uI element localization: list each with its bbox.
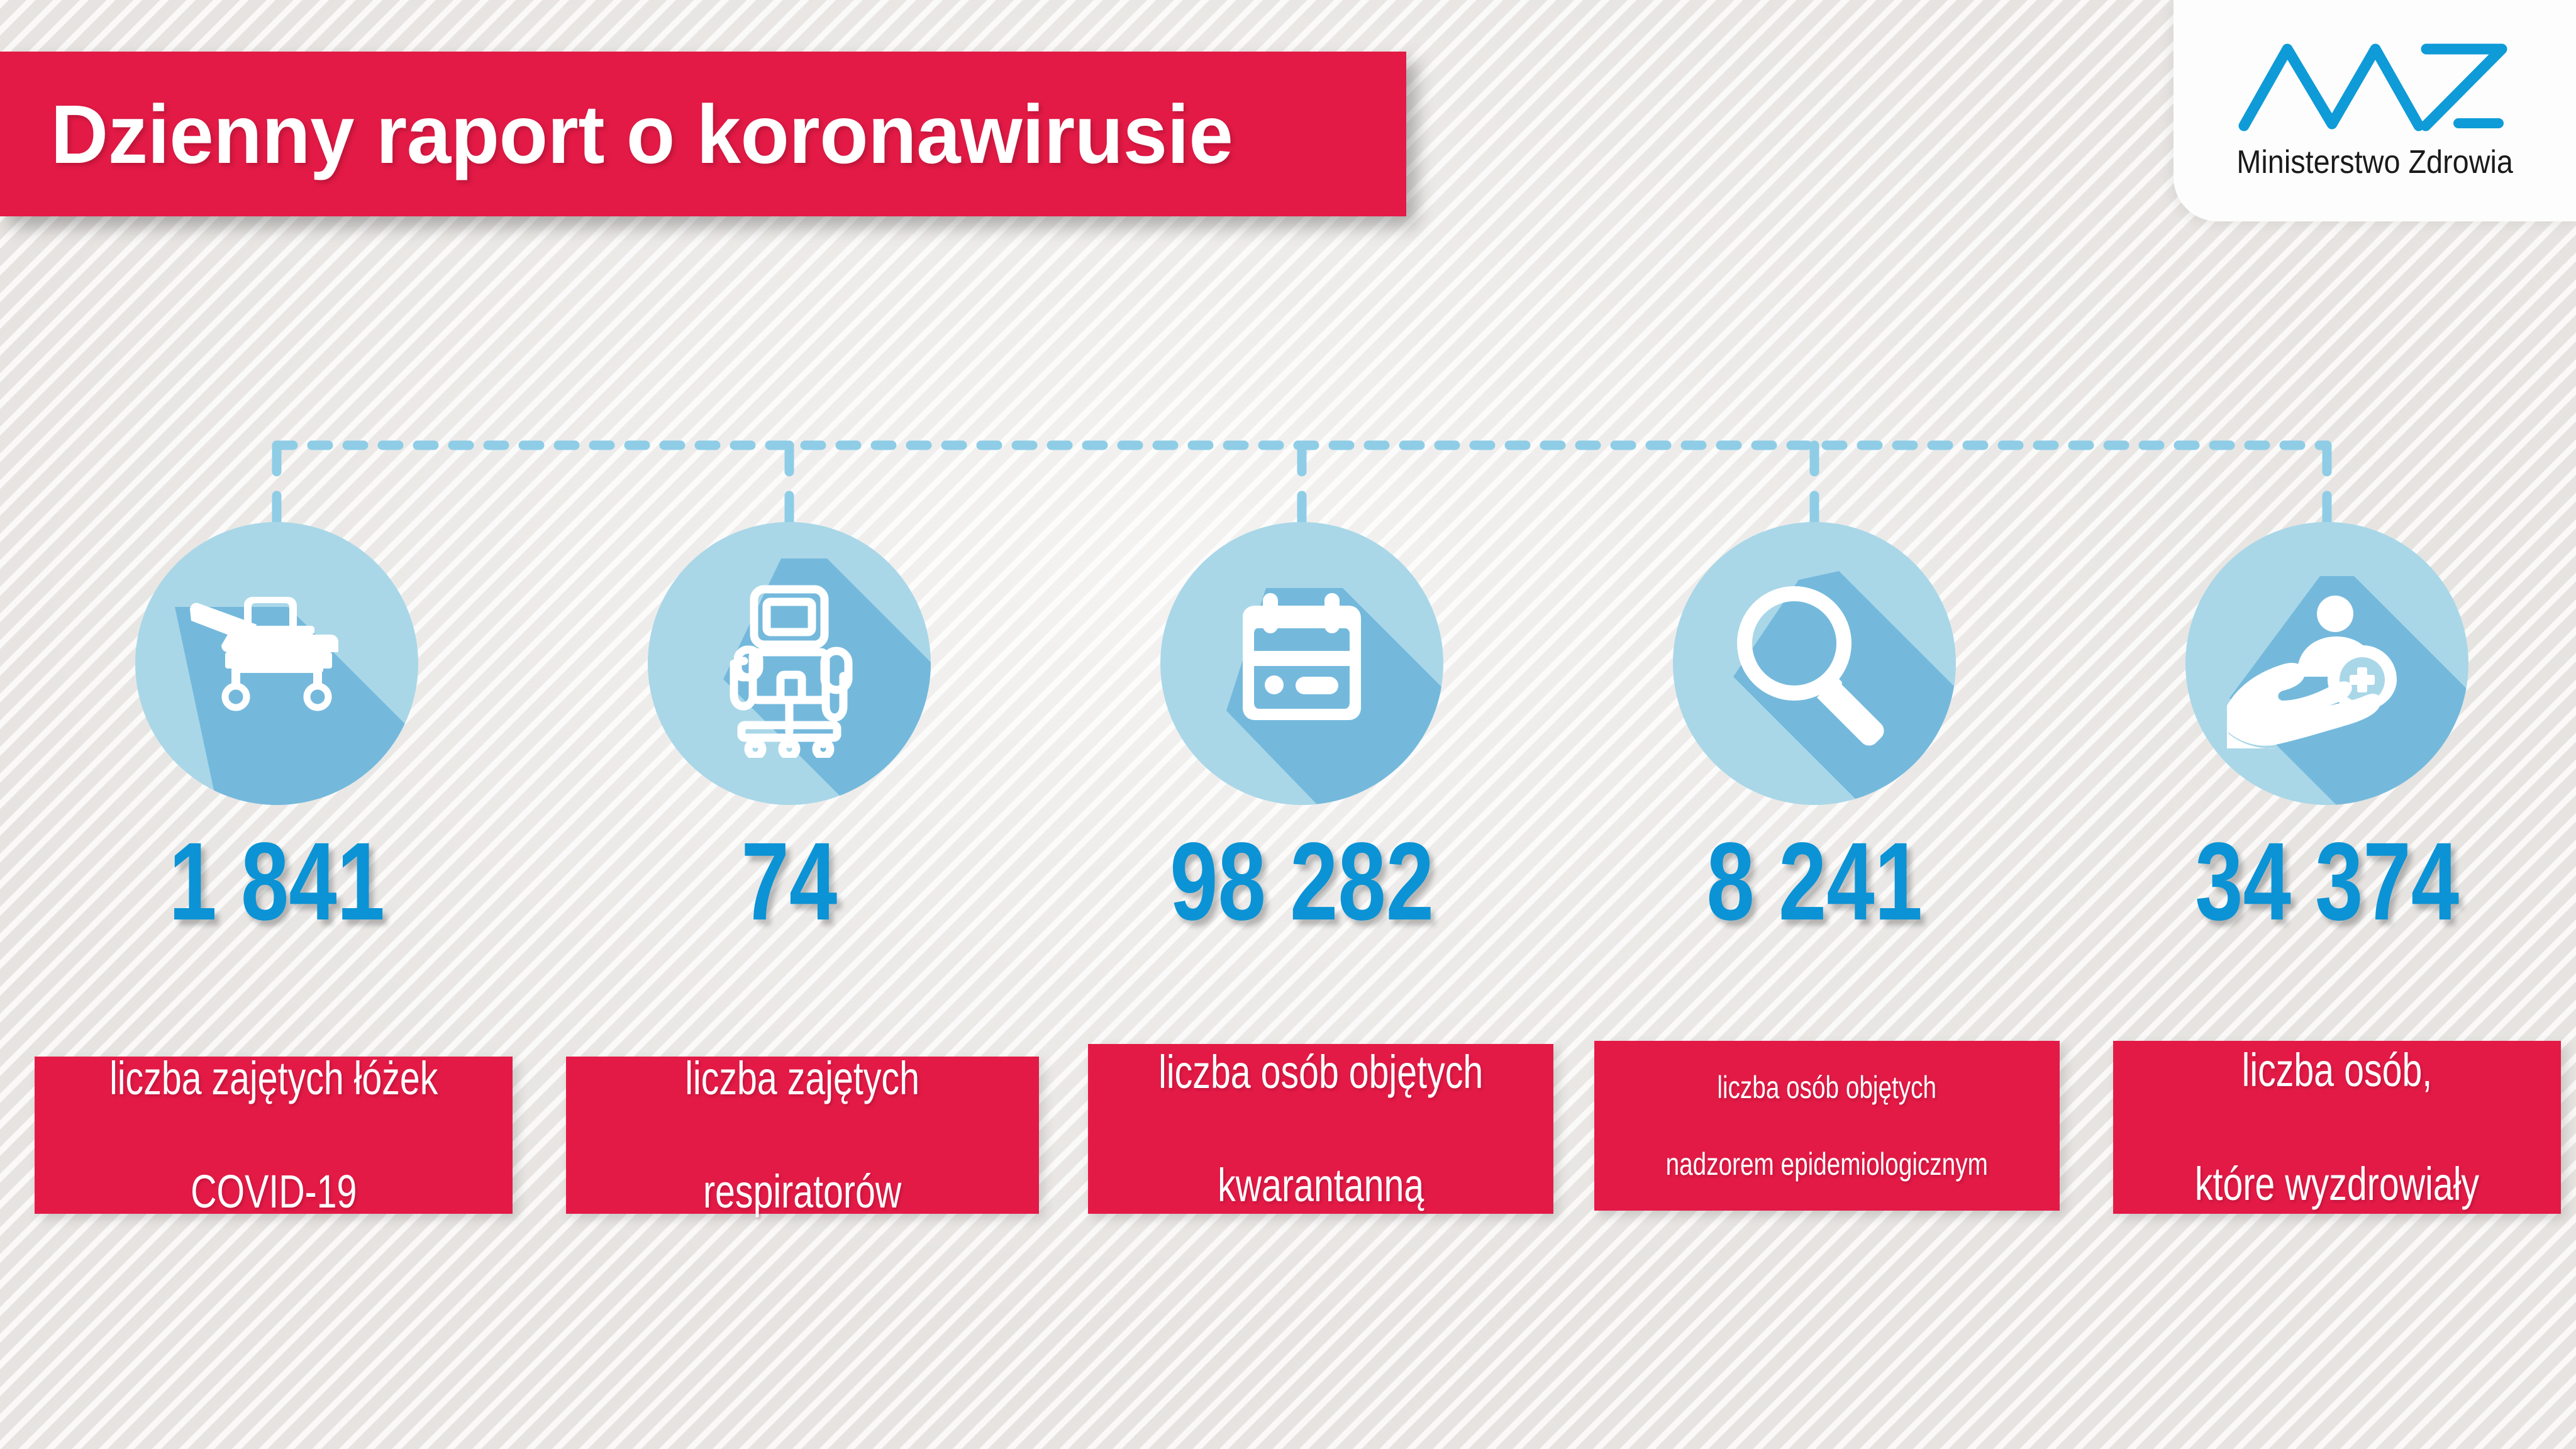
magnifier-icon [1673, 522, 1956, 805]
stat-value-quarantine: 98 282 [1170, 820, 1434, 943]
ventilator-icon-circle [648, 522, 931, 805]
label-line-1: liczba osób, [2241, 1044, 2433, 1097]
label-line-2: nadzorem epidemiologicznym [1665, 1146, 1989, 1182]
magnifier-icon-circle [1673, 522, 1956, 805]
stat-label-quarantine[interactable]: liczba osób objętych kwarantanną [1088, 1044, 1553, 1214]
stat-label-ventilators-text: liczba zajętych respiratorów [669, 1050, 935, 1221]
stat-column-ventilators: 74 [648, 522, 931, 937]
ministry-logo-caption: Ministerstwo Zdrowia [2236, 144, 2513, 180]
caring-hand-icon [2185, 522, 2468, 805]
stat-value-ventilators: 74 [741, 820, 838, 943]
label-line-1: liczba osób objętych [1717, 1069, 1937, 1105]
ventilator-icon [648, 522, 931, 805]
caring-hand-icon-circle [2185, 522, 2468, 805]
page-title: Dzienny raport o koronawirusie [50, 87, 1233, 180]
label-line-1: liczba zajętych [685, 1052, 920, 1104]
stat-column-beds: 1 841 [135, 522, 418, 937]
label-line-1: liczba osób objętych [1158, 1045, 1484, 1098]
stat-column-recovered: 34 374 [2185, 522, 2468, 937]
stat-value-recovered: 34 374 [2195, 820, 2459, 943]
hospital-bed-icon-circle [135, 522, 418, 805]
stat-label-surveillance-text: liczba osób objętych nadzorem epidemiolo… [1644, 1069, 2010, 1184]
stat-label-beds[interactable]: liczba zajętych łóżek COVID-19 [35, 1052, 513, 1218]
stat-label-recovered-text: liczba osób, które wyzdrowiały [2175, 1042, 2499, 1213]
label-line-2: COVID-19 [190, 1165, 357, 1218]
label-line-2: które wyzdrowiały [2194, 1157, 2480, 1210]
stat-label-recovered[interactable]: liczba osób, które wyzdrowiały [2113, 1041, 2561, 1214]
calendar-icon [1160, 522, 1443, 805]
stat-value-surveillance: 8 241 [1706, 820, 1923, 943]
stat-value-beds: 1 841 [169, 820, 385, 943]
mz-zigzag-logo-icon [2238, 43, 2507, 131]
calendar-icon-circle [1160, 522, 1443, 805]
stat-column-quarantine: 98 282 [1160, 522, 1443, 937]
stat-label-ventilators[interactable]: liczba zajętych respiratorów [566, 1052, 1039, 1218]
stat-label-quarantine-text: liczba osób objętych kwarantanną [1136, 1044, 1505, 1214]
hospital-bed-icon [135, 522, 418, 805]
stat-label-surveillance[interactable]: liczba osób objętych nadzorem epidemiolo… [1594, 1041, 2060, 1211]
icon-long-shadow [1226, 588, 1443, 805]
label-line-1: liczba zajętych łóżek [109, 1052, 438, 1104]
ministry-logo-panel: Ministerstwo Zdrowia [2174, 0, 2576, 221]
stat-label-beds-text: liczba zajętych łóżek COVID-19 [87, 1050, 460, 1221]
label-line-2: respiratorów [703, 1165, 902, 1218]
stat-column-surveillance: 8 241 [1673, 522, 1956, 937]
title-banner: Dzienny raport o koronawirusie [0, 52, 1406, 216]
label-line-2: kwarantanną [1217, 1159, 1424, 1212]
